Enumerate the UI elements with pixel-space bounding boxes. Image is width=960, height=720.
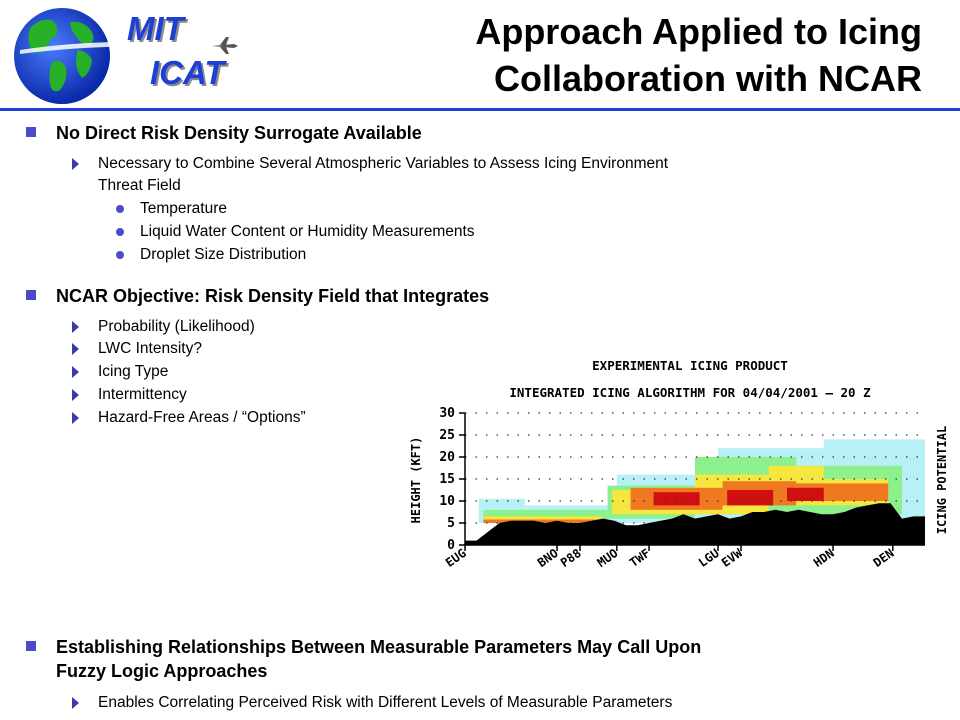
triangle-bullet-icon — [72, 366, 79, 378]
title-line-1: Approach Applied to Icing — [475, 11, 922, 52]
icing-chart: EXPERIMENTAL ICING PRODUCT INTEGRATED IC… — [409, 358, 949, 570]
chart-right-label: ICING POTENTIAL — [935, 426, 949, 534]
dot-bullet-icon — [116, 228, 124, 236]
triangle-bullet-icon — [72, 343, 79, 355]
triangle-bullet-icon — [72, 697, 79, 709]
globe-icon — [14, 8, 238, 104]
triangle-bullet-icon — [72, 389, 79, 401]
sub-bullet-text: Enables Correlating Perceived Risk with … — [98, 694, 673, 711]
triangle-bullet-icon — [72, 158, 79, 170]
slide-title: Approach Applied to Icing Collaboration … — [322, 8, 922, 102]
dot-bullet-icon — [116, 251, 124, 259]
chart-y-axis-label: HEIGHT (KFT) — [409, 437, 423, 524]
triangle-bullet-icon — [72, 412, 79, 424]
title-line-2: Collaboration with NCAR — [494, 58, 922, 99]
y-tick-label: 25 — [439, 428, 455, 443]
square-bullet-icon — [26, 290, 36, 300]
mit-icat-logo: MIT ICAT — [0, 0, 260, 110]
dot-bullet-icon — [116, 205, 124, 213]
bullet-text: No Direct Risk Density Surrogate Availab… — [56, 123, 422, 143]
icing-region-orange — [483, 519, 603, 523]
item-text: Droplet Size Distribution — [140, 246, 307, 263]
sub-bullet-text: Icing Type — [98, 363, 169, 380]
airplane-icon — [212, 37, 238, 54]
y-tick-label: 30 — [439, 406, 455, 421]
bullet-text: Establishing Relationships Between Measu… — [56, 637, 702, 657]
y-tick-label: 0 — [447, 538, 455, 553]
title-divider — [0, 108, 960, 111]
y-tick-label: 20 — [439, 450, 455, 465]
logo-icat-text: ICAT — [150, 54, 225, 91]
y-tick-label: 15 — [439, 472, 455, 487]
item-text: Liquid Water Content or Humidity Measure… — [140, 223, 475, 240]
sub-bullet-text: LWC Intensity? — [98, 340, 202, 357]
bullet-text-cont: Fuzzy Logic Approaches — [56, 661, 268, 681]
chart-subtitle: INTEGRATED ICING ALGORITHM FOR 04/04/200… — [509, 385, 871, 400]
icing-region-red — [653, 492, 700, 506]
sub-bullet-text: Probability (Likelihood) — [98, 318, 255, 335]
bullet-text: NCAR Objective: Risk Density Field that … — [56, 286, 490, 306]
y-tick-label: 10 — [439, 494, 455, 509]
triangle-bullet-icon — [72, 321, 79, 333]
icing-region-red — [787, 487, 824, 501]
y-tick-label: 5 — [447, 516, 455, 531]
terrain-area — [465, 503, 925, 545]
sub-bullet-text: Necessary to Combine Several Atmospheric… — [98, 155, 669, 172]
square-bullet-icon — [26, 127, 36, 137]
logo-mit-text: MIT — [127, 10, 184, 47]
sub-bullet-text: Hazard-Free Areas / “Options” — [98, 409, 306, 426]
item-text: Temperature — [140, 200, 228, 217]
icing-region-red — [727, 490, 774, 506]
sub-bullet-text-cont: Threat Field — [98, 177, 181, 194]
square-bullet-icon — [26, 641, 36, 651]
chart-title: EXPERIMENTAL ICING PRODUCT — [592, 358, 788, 373]
sub-bullet-text: Intermittency — [98, 386, 187, 403]
